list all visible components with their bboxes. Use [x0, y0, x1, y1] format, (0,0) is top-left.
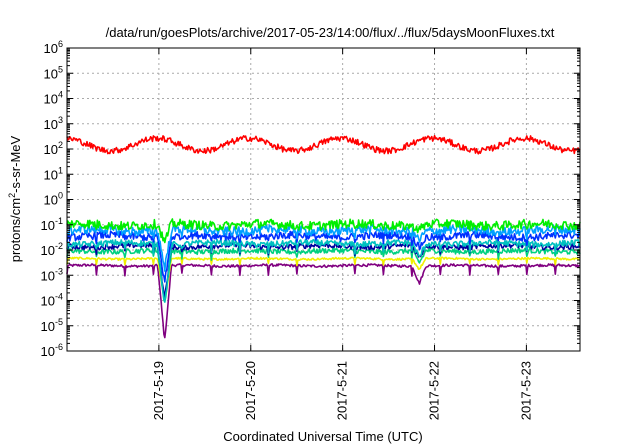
y-tick-label: 104 [44, 90, 63, 107]
x-axis: 2017-5-19 2017-5-20 2017-5-21 2017-5-22 2017… [151, 48, 533, 420]
grid [67, 48, 580, 351]
x-tick-label: 2017-5-21 [335, 361, 350, 420]
series-line [66, 238, 581, 303]
y-tick-exp: 5 [58, 64, 63, 74]
y-axis-label: protons/cm2-s-sr-MeV [7, 135, 23, 262]
y-tick-base: 10 [41, 294, 55, 309]
y-tick-label: 10-1 [41, 216, 63, 233]
y-tick-base: 10 [44, 142, 58, 157]
x-tick-label: 2017-5-20 [243, 361, 258, 420]
y-tick-exp: 3 [58, 115, 63, 125]
y-tick-label: 10-5 [41, 317, 63, 334]
y-tick-exp: 4 [58, 90, 63, 100]
y-tick-label: 103 [44, 115, 63, 132]
y-tick-label: 10-3 [41, 266, 63, 283]
y-tick-base: 10 [44, 92, 58, 107]
series-line [66, 230, 581, 283]
y-tick-base: 10 [44, 41, 58, 56]
y-tick-label: 100 [44, 191, 63, 208]
x-axis-label: Coordinated Universal Time (UTC) [223, 429, 422, 444]
y-label-sup: 2 [7, 193, 17, 198]
series-lines [66, 134, 581, 339]
y-tick-base: 10 [44, 193, 58, 208]
y-tick-base: 10 [41, 344, 55, 359]
y-tick-base: 10 [41, 268, 55, 283]
y-tick-label: 105 [44, 64, 63, 81]
y-tick-exp: -6 [55, 342, 63, 352]
y-tick-base: 10 [41, 319, 55, 334]
y-tick-label: 10-2 [41, 241, 63, 258]
y-tick-exp: 6 [58, 39, 63, 49]
series-line [66, 256, 581, 303]
series-line [66, 247, 581, 303]
y-tick-label: 101 [44, 165, 63, 182]
y-label-pre: protons/cm [8, 198, 23, 262]
y-tick-exp: -1 [55, 216, 63, 226]
y-label-post: -s-sr-MeV [8, 135, 23, 192]
x-tick-label: 2017-5-19 [151, 361, 166, 420]
x-tick-label: 2017-5-22 [427, 361, 442, 420]
y-tick-base: 10 [44, 167, 58, 182]
y-tick-label: 102 [44, 140, 63, 157]
y-tick-exp: -4 [55, 292, 63, 302]
y-tick-exp: -3 [55, 266, 63, 276]
y-tick-exp: 1 [58, 165, 63, 175]
series-line [66, 263, 581, 339]
y-tick-label: 10-4 [41, 292, 63, 309]
y-tick-base: 10 [44, 117, 58, 132]
y-tick-exp: -5 [55, 317, 63, 327]
series-line [66, 218, 581, 244]
y-tick-base: 10 [41, 218, 55, 233]
y-tick-exp: 2 [58, 140, 63, 150]
y-axis: 10-610-510-410-310-210-11001011021031041… [41, 39, 580, 359]
y-tick-label: 106 [44, 39, 63, 56]
y-tick-exp: 0 [58, 191, 63, 201]
chart-title: /data/run/goesPlots/archive/2017-05-23/1… [106, 25, 555, 40]
y-tick-base: 10 [41, 243, 55, 258]
y-tick-exp: -2 [55, 241, 63, 251]
y-tick-label: 10-6 [41, 342, 63, 359]
series-line [66, 134, 581, 155]
y-tick-base: 10 [44, 66, 58, 81]
x-tick-label: 2017-5-23 [518, 361, 533, 420]
